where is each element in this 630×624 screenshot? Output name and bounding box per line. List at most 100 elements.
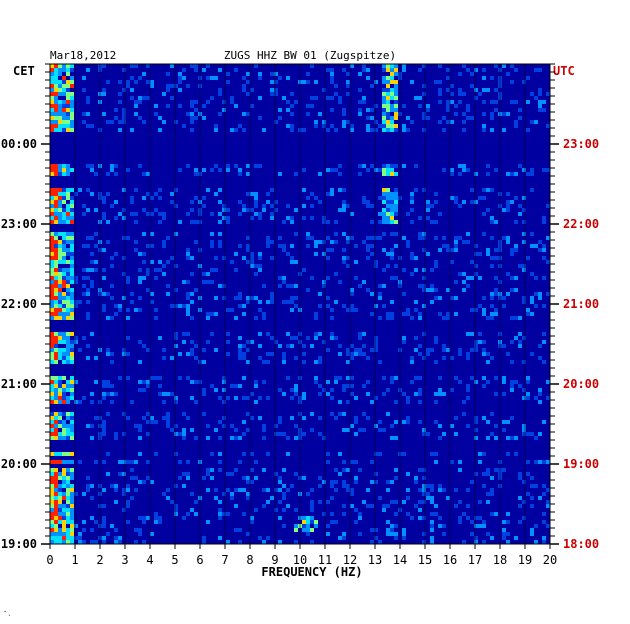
spectrogram-cell: [286, 332, 290, 336]
spectrogram-cell: [50, 232, 54, 236]
spectrogram-cell: [442, 392, 446, 396]
spectrogram-cell: [390, 524, 394, 528]
spectrogram-cell: [70, 128, 74, 132]
spectrogram-cell: [322, 88, 326, 92]
spectrogram-cell: [342, 460, 346, 464]
spectrogram-cell: [442, 236, 446, 240]
spectrogram-cell: [206, 64, 210, 68]
spectrogram-cell: [466, 108, 470, 112]
spectrogram-cell: [138, 96, 142, 100]
spectrogram-cell: [338, 208, 342, 212]
spectrogram-cell: [422, 84, 426, 88]
spectrogram-cell: [502, 344, 506, 348]
spectrogram-cell: [522, 396, 526, 400]
right-tick-label: 21:00: [563, 297, 599, 311]
spectrogram-cell: [306, 244, 310, 248]
spectrogram-cell: [50, 360, 54, 364]
spectrogram-cell: [106, 172, 110, 176]
spectrogram-cell: [182, 340, 186, 344]
spectrogram-cell: [370, 460, 374, 464]
spectrogram-cell: [370, 480, 374, 484]
spectrogram-cell: [538, 388, 542, 392]
spectrogram-cell: [70, 492, 74, 496]
spectrogram-cell: [118, 212, 122, 216]
spectrogram-cell: [66, 396, 70, 400]
spectrogram-cell: [194, 168, 198, 172]
spectrogram-cell: [58, 504, 62, 508]
spectrogram-cell: [354, 508, 358, 512]
spectrogram-cell: [474, 68, 478, 72]
spectrogram-cell: [102, 64, 106, 68]
spectrogram-cell: [290, 300, 294, 304]
spectrogram-cell: [482, 484, 486, 488]
spectrogram-cell: [62, 352, 66, 356]
spectrogram-cell: [270, 256, 274, 260]
spectrogram-cell: [290, 92, 294, 96]
spectrogram-cell: [66, 196, 70, 200]
spectrogram-cell: [390, 172, 394, 176]
spectrogram-cell: [178, 304, 182, 308]
spectrogram-cell: [282, 468, 286, 472]
spectrogram-cell: [402, 340, 406, 344]
spectrogram-cell: [422, 476, 426, 480]
spectrogram-cell: [166, 420, 170, 424]
spectrogram-cell: [202, 280, 206, 284]
spectrogram-cell: [58, 352, 62, 356]
spectrogram-cell: [430, 524, 434, 528]
spectrogram-cell: [390, 104, 394, 108]
spectrogram-cell: [70, 208, 74, 212]
spectrogram-cell: [70, 260, 74, 264]
spectrogram-cell: [262, 504, 266, 508]
spectrogram-cell: [370, 164, 374, 168]
spectrogram-cell: [70, 460, 74, 464]
spectrogram-cell: [382, 128, 386, 132]
spectrogram-cell: [50, 356, 54, 360]
spectrogram-cell: [390, 88, 394, 92]
spectrogram-cell: [482, 112, 486, 116]
spectrogram-cell: [62, 116, 66, 120]
spectrogram-cell: [374, 536, 378, 540]
spectrogram-cell: [402, 124, 406, 128]
spectrogram-cell: [330, 484, 334, 488]
spectrogram-cell: [182, 332, 186, 336]
spectrogram-cell: [414, 188, 418, 192]
spectrogram-cell: [94, 520, 98, 524]
spectrogram-cell: [106, 352, 110, 356]
spectrogram-cell: [66, 164, 70, 168]
spectrogram-cell: [166, 84, 170, 88]
spectrogram-cell: [286, 300, 290, 304]
spectrogram-cell: [470, 72, 474, 76]
spectrogram-cell: [426, 352, 430, 356]
spectrogram-cell: [506, 520, 510, 524]
spectrogram-cell: [70, 496, 74, 500]
spectrogram-cell: [326, 348, 330, 352]
spectrogram-cell: [58, 356, 62, 360]
spectrogram-cell: [486, 352, 490, 356]
spectrogram-cell: [358, 468, 362, 472]
spectrogram-cell: [542, 276, 546, 280]
spectrogram-cell: [414, 348, 418, 352]
spectrogram-cell: [142, 120, 146, 124]
spectrogram-cell: [102, 88, 106, 92]
spectrogram-cell: [54, 452, 58, 456]
spectrogram-cell: [222, 376, 226, 380]
spectrogram-cell: [542, 360, 546, 364]
spectrogram-cell: [86, 124, 90, 128]
spectrogram-cell: [390, 164, 394, 168]
spectrogram-cell: [162, 400, 166, 404]
spectrogram-cell: [470, 260, 474, 264]
spectrogram-cell: [194, 400, 198, 404]
spectrogram-cell: [478, 340, 482, 344]
spectrogram-cell: [366, 248, 370, 252]
spectrogram-cell: [50, 352, 54, 356]
spectrogram-cell: [202, 360, 206, 364]
spectrogram-cell: [510, 100, 514, 104]
spectrogram-cell: [534, 68, 538, 72]
spectrogram-cell: [382, 124, 386, 128]
spectrogram-cell: [402, 164, 406, 168]
spectrogram-cell: [494, 392, 498, 396]
spectrogram-cell: [62, 396, 66, 400]
spectrogram-cell: [478, 500, 482, 504]
spectrogram-cell: [118, 120, 122, 124]
spectrogram-cell: [342, 512, 346, 516]
